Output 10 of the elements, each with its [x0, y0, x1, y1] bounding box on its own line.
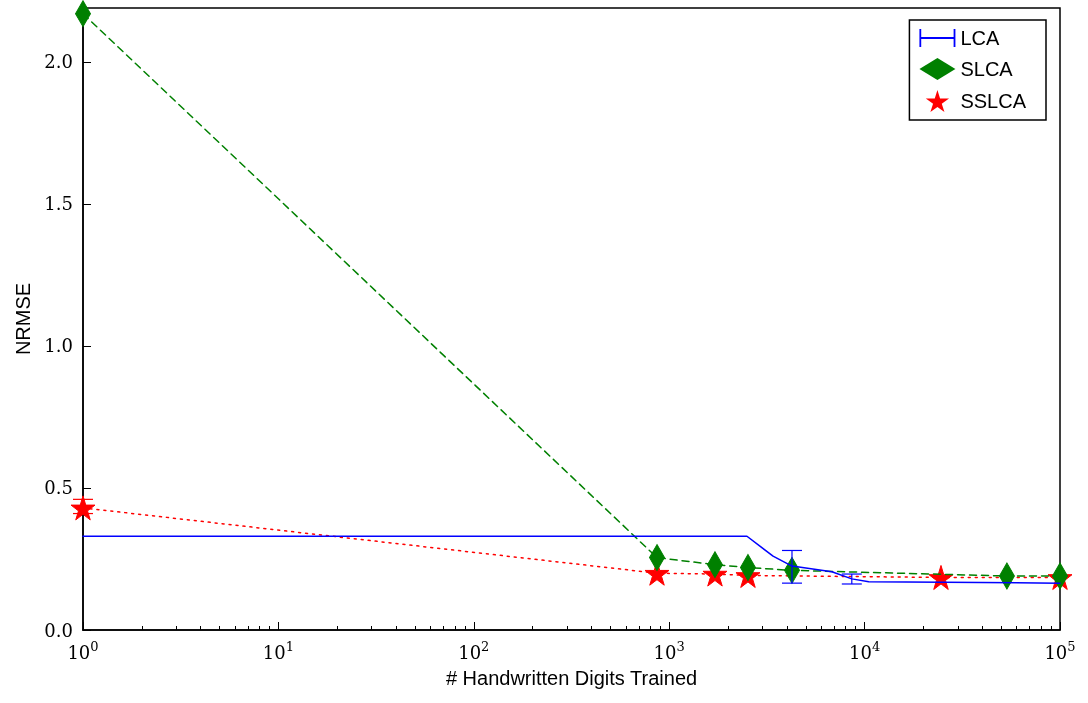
y-tick-label: 1.0: [44, 335, 73, 357]
y-tick-label: 0.5: [44, 477, 73, 499]
legend-label: SLCA: [960, 58, 1014, 80]
y-tick-label: 1.5: [44, 193, 73, 215]
y-tick-label: 0.0: [44, 619, 73, 641]
legend-label: LCA: [960, 27, 1000, 49]
x-axis-title: # Handwritten Digits Trained: [445, 667, 698, 689]
legend-label: SSLCA: [960, 90, 1027, 112]
y-axis-title: NRMSE: [12, 282, 34, 356]
y-tick-label: 2.0: [44, 51, 73, 73]
